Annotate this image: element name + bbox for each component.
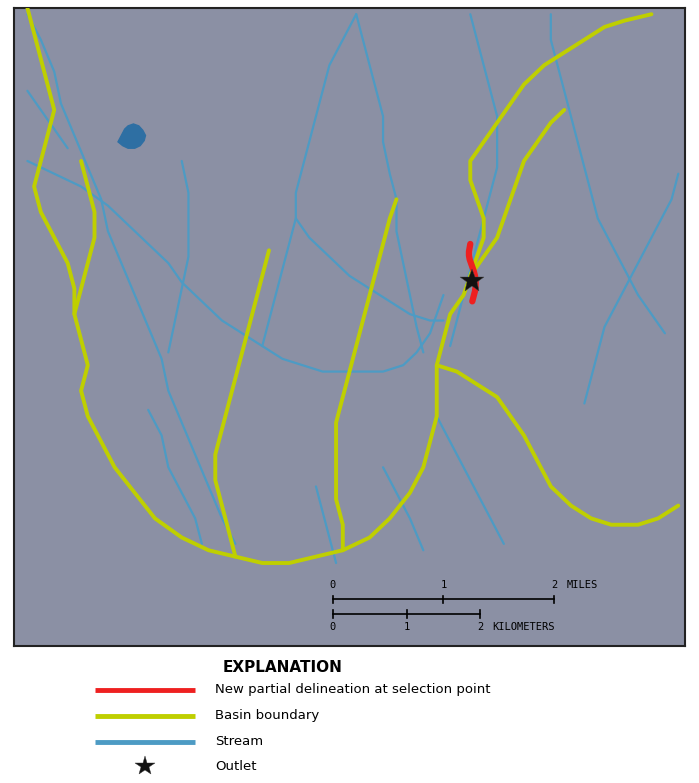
Text: 1: 1 bbox=[403, 622, 410, 633]
Text: 0: 0 bbox=[330, 622, 336, 633]
Text: MILES: MILES bbox=[566, 580, 598, 590]
Text: 2: 2 bbox=[551, 580, 557, 590]
Text: Outlet: Outlet bbox=[215, 760, 257, 773]
Polygon shape bbox=[118, 124, 145, 148]
Text: 0: 0 bbox=[330, 580, 336, 590]
Text: Basin boundary: Basin boundary bbox=[215, 709, 319, 723]
Text: KILOMETERS: KILOMETERS bbox=[492, 622, 555, 633]
Text: New partial delineation at selection point: New partial delineation at selection poi… bbox=[215, 684, 491, 697]
Text: Stream: Stream bbox=[215, 735, 264, 749]
Text: EXPLANATION: EXPLANATION bbox=[222, 660, 343, 675]
Text: 2: 2 bbox=[477, 622, 484, 633]
Text: 1: 1 bbox=[440, 580, 447, 590]
